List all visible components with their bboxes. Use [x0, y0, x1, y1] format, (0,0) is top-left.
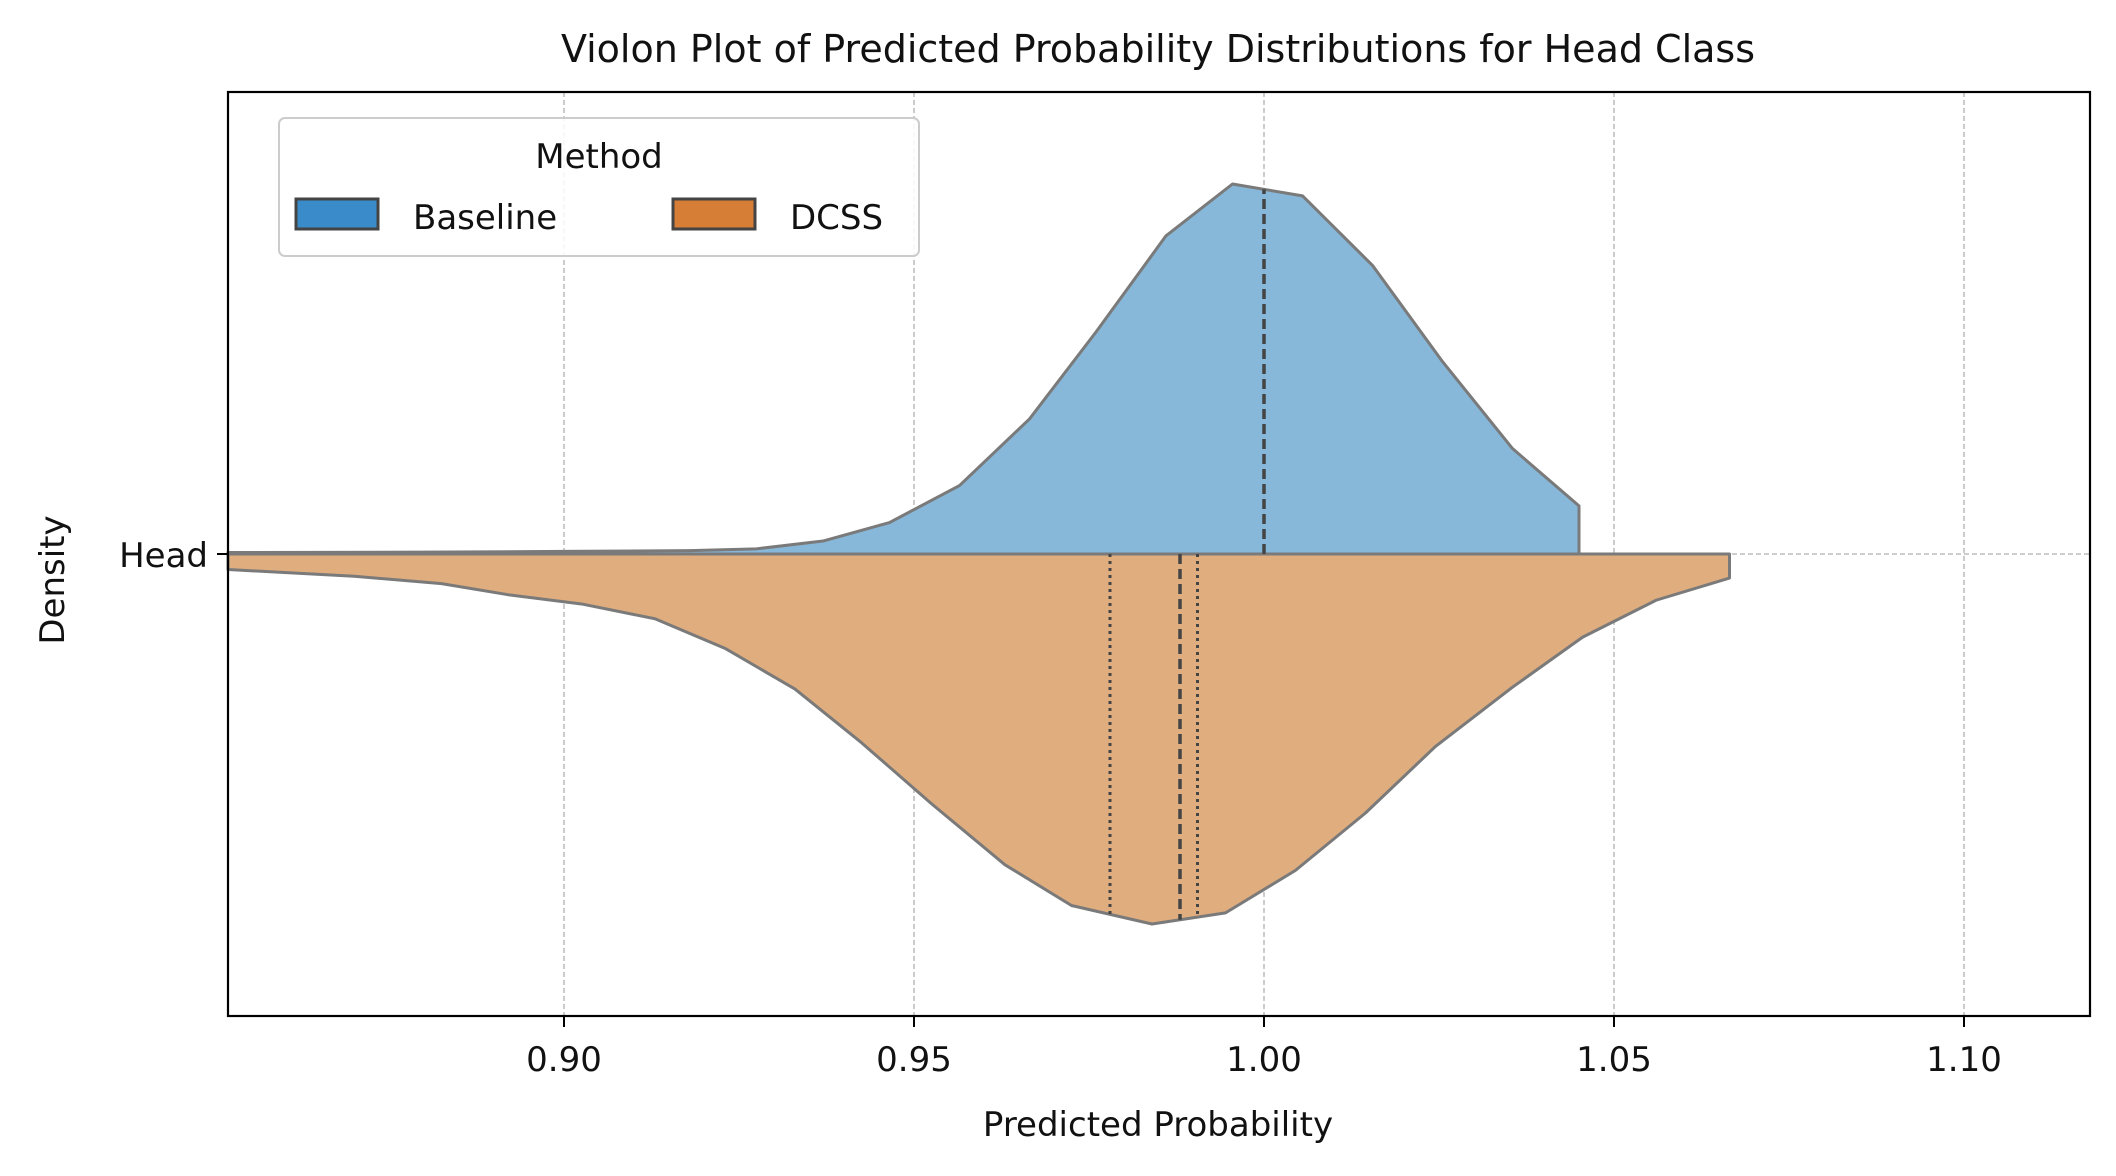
violin-dcss — [226, 552, 1731, 926]
x-tick-label-3: 1.05 — [1576, 1040, 1652, 1080]
legend-label-dcss: DCSS — [790, 198, 883, 238]
violin-bodies — [226, 182, 1731, 926]
x-tick-label-4: 1.10 — [1926, 1040, 2002, 1080]
violin-baseline — [226, 182, 1581, 556]
legend-label-baseline: Baseline — [413, 198, 557, 238]
legend-title: Method — [535, 137, 663, 177]
legend-swatch-baseline — [294, 197, 380, 231]
y-axis-label: Density — [33, 515, 73, 644]
median-quartile-lines — [1108, 189, 1266, 920]
y-tick-label: Head — [119, 536, 208, 576]
x-tick-label-2: 1.00 — [1226, 1040, 1302, 1080]
x-axis-label: Predicted Probability — [983, 1105, 1333, 1145]
x-axis-ticks: 0.90 0.95 1.00 1.05 1.10 — [526, 1016, 2002, 1080]
chart-title: Violon Plot of Predicted Probability Dis… — [561, 27, 1755, 71]
legend-swatch-dcss — [671, 197, 757, 231]
x-tick-label-0: 0.90 — [526, 1040, 602, 1080]
legend-box — [278, 117, 920, 257]
x-tick-label-1: 0.95 — [876, 1040, 952, 1080]
legend: Method Baseline DCSS — [278, 117, 920, 257]
